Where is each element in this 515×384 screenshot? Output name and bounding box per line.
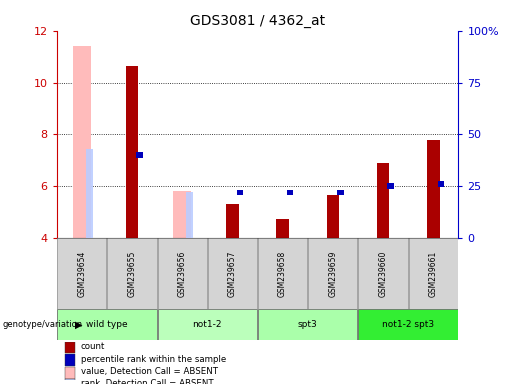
Bar (327, 195, 339, 238)
Text: GSM239659: GSM239659 (329, 250, 337, 297)
Text: GSM239660: GSM239660 (379, 250, 387, 297)
Bar (277, 218, 289, 238)
Bar (377, 163, 389, 238)
Bar (287, 190, 294, 195)
FancyBboxPatch shape (258, 309, 357, 340)
Text: GSM239657: GSM239657 (228, 250, 237, 297)
Bar (65, 342, 75, 353)
FancyBboxPatch shape (358, 309, 458, 340)
Text: count: count (81, 342, 105, 351)
Text: spt3: spt3 (298, 320, 318, 329)
Text: percentile rank within the sample: percentile rank within the sample (81, 354, 226, 364)
Text: not1-2 spt3: not1-2 spt3 (382, 320, 434, 329)
Bar (73, 46, 91, 238)
Bar (174, 191, 191, 238)
FancyBboxPatch shape (258, 238, 307, 309)
Text: not1-2: not1-2 (193, 320, 222, 329)
Bar (65, 379, 75, 384)
Text: GSM239658: GSM239658 (278, 250, 287, 297)
Text: rank, Detection Call = ABSENT: rank, Detection Call = ABSENT (81, 379, 213, 384)
Bar (438, 181, 444, 187)
FancyBboxPatch shape (358, 238, 408, 309)
Bar (136, 152, 143, 158)
Text: GSM239654: GSM239654 (77, 250, 86, 297)
Bar (65, 367, 75, 379)
FancyBboxPatch shape (57, 309, 157, 340)
Title: GDS3081 / 4362_at: GDS3081 / 4362_at (190, 14, 325, 28)
Bar (337, 190, 344, 195)
Bar (186, 192, 194, 238)
Bar (226, 204, 238, 238)
Bar (237, 190, 243, 195)
Bar (126, 66, 138, 238)
FancyBboxPatch shape (308, 238, 357, 309)
Text: genotype/variation: genotype/variation (3, 320, 83, 329)
Text: value, Detection Call = ABSENT: value, Detection Call = ABSENT (81, 367, 218, 376)
Bar (65, 354, 75, 366)
Bar (85, 149, 93, 238)
Bar (427, 140, 439, 238)
FancyBboxPatch shape (408, 238, 458, 309)
Text: GSM239656: GSM239656 (178, 250, 186, 297)
Text: GSM239655: GSM239655 (128, 250, 136, 297)
Text: wild type: wild type (86, 320, 128, 329)
FancyBboxPatch shape (107, 238, 157, 309)
FancyBboxPatch shape (57, 238, 107, 309)
Bar (387, 184, 394, 189)
FancyBboxPatch shape (158, 238, 207, 309)
Text: ▶: ▶ (75, 319, 82, 329)
Text: GSM239661: GSM239661 (429, 250, 438, 297)
FancyBboxPatch shape (208, 238, 257, 309)
FancyBboxPatch shape (158, 309, 257, 340)
